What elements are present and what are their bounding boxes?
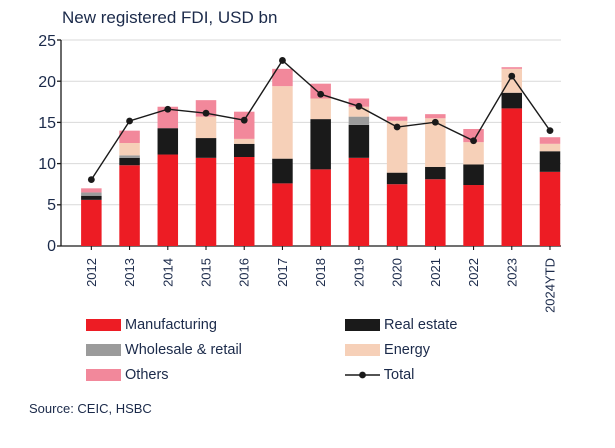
svg-text:2024YTD: 2024YTD	[542, 258, 557, 313]
svg-text:2014: 2014	[160, 258, 175, 287]
svg-text:2018: 2018	[313, 258, 328, 287]
svg-text:2023: 2023	[504, 258, 519, 287]
svg-text:2017: 2017	[275, 258, 290, 287]
svg-text:2020: 2020	[390, 258, 405, 287]
svg-text:2016: 2016	[237, 258, 252, 287]
svg-text:2021: 2021	[428, 258, 443, 287]
svg-text:2019: 2019	[351, 258, 366, 287]
svg-text:2013: 2013	[122, 258, 137, 287]
svg-text:2015: 2015	[199, 258, 214, 287]
svg-text:2012: 2012	[84, 258, 99, 287]
svg-text:2022: 2022	[466, 258, 481, 287]
